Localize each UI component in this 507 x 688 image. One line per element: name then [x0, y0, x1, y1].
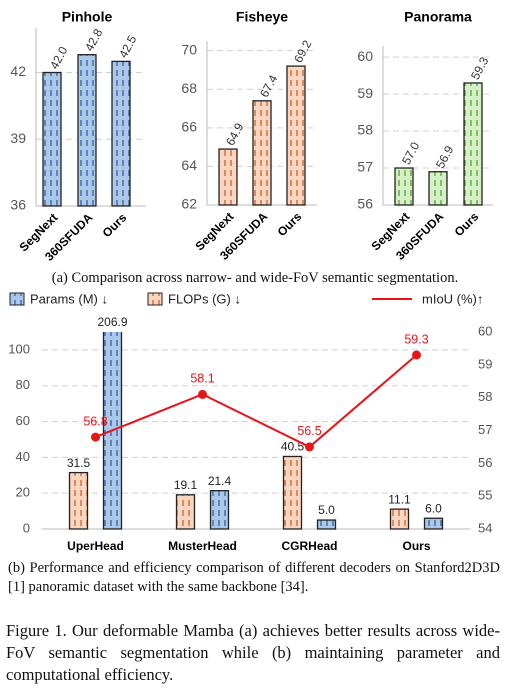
y-tick-label: 56 [357, 196, 373, 212]
value-label: 59.3 [404, 332, 428, 346]
y2-tick-label: 57 [478, 422, 492, 437]
value-label: 42.0 [47, 44, 70, 71]
value-label: 42.8 [82, 26, 105, 53]
bar [428, 171, 448, 206]
value-label: 64.9 [223, 120, 246, 147]
value-label: 5.0 [318, 503, 335, 517]
y-tick-label: 57 [357, 159, 373, 175]
chart-title: Panorama [404, 9, 472, 25]
y-tick-label: 40 [16, 449, 30, 464]
y-tick-label: 62 [181, 196, 197, 212]
bar [209, 490, 230, 530]
y2-tick-label: 56 [478, 455, 492, 470]
bar [463, 82, 483, 206]
x-tick-label: Ours [100, 210, 130, 240]
y2-tick-label: 54 [478, 520, 492, 535]
caption-a: (a) Comparison across narrow- and wide-F… [51, 270, 459, 286]
bar [394, 167, 414, 206]
line-point [305, 442, 314, 452]
value-label: 40.5 [281, 440, 305, 454]
bar [282, 455, 303, 530]
value-label: 11.1 [388, 492, 411, 506]
y-tick-label: 59 [357, 85, 373, 101]
value-label: 31.5 [67, 456, 91, 470]
value-label: 56.8 [83, 414, 107, 428]
x-tick-label: Ours [275, 209, 305, 239]
value-label: 56.5 [297, 424, 321, 438]
y2-tick-label: 55 [478, 488, 492, 503]
x-tick-label: UperHead [67, 539, 124, 553]
y-tick-label: 68 [181, 80, 197, 96]
value-label: 21.4 [208, 474, 232, 488]
y-tick-label: 39 [10, 130, 26, 146]
bar [316, 519, 337, 530]
y2-tick-label: 58 [478, 389, 492, 404]
caption-b: (b) Performance and efficiency compariso… [8, 560, 500, 595]
y-tick-label: 58 [357, 122, 373, 138]
y2-tick-label: 59 [478, 356, 492, 371]
x-tick-label: Ours [402, 539, 430, 553]
value-label: 58.1 [190, 372, 214, 386]
value-label: 69.2 [291, 37, 314, 64]
line-point [198, 389, 207, 399]
x-tick-label: Ours [452, 209, 482, 239]
bar [42, 71, 62, 207]
bar [286, 65, 306, 206]
figure-caption: Figure 1. Our deformable Mamba (a) achie… [6, 621, 500, 684]
value-label: 67.4 [257, 72, 280, 99]
line [95, 354, 418, 449]
value-label: 42.5 [116, 33, 139, 60]
bar [218, 148, 238, 206]
line-point [412, 350, 421, 360]
legend-label: mIoU (%)↑ [422, 291, 483, 306]
y-tick-label: 20 [16, 485, 30, 500]
value-label: 6.0 [425, 501, 442, 515]
bar [77, 54, 97, 207]
y2-tick-label: 60 [478, 323, 492, 338]
legend-label: FLOPs (G) ↓ [168, 291, 241, 306]
value-label: 19.1 [174, 478, 198, 492]
y-tick-label: 70 [181, 41, 197, 57]
y-tick-label: 64 [181, 157, 197, 173]
legend-swatch [147, 292, 163, 306]
y-tick-label: 60 [16, 413, 30, 428]
x-tick-label: CGRHead [281, 539, 337, 553]
bar [389, 508, 410, 530]
y-tick-label: 66 [181, 119, 197, 135]
bar [111, 60, 131, 207]
y-tick-label: 100 [8, 341, 30, 356]
value-label: 59.3 [468, 54, 491, 81]
value-label: 206.9 [97, 315, 127, 329]
bar [175, 494, 196, 530]
legend-label: Params (M) ↓ [30, 291, 108, 306]
y-tick-label: 60 [357, 48, 373, 64]
bar [252, 100, 272, 206]
y-tick-label: 0 [23, 520, 30, 535]
chart-title: Pinhole [62, 9, 113, 25]
y-tick-label: 42 [10, 63, 26, 79]
bar [423, 517, 444, 530]
y-tick-label: 36 [10, 197, 26, 213]
line-point [91, 432, 100, 442]
y-tick-label: 80 [16, 377, 30, 392]
chart-title: Fisheye [236, 9, 288, 25]
value-label: 56.9 [433, 143, 456, 170]
bar [68, 471, 89, 530]
x-tick-label: MusterHead [168, 539, 237, 553]
legend-swatch [9, 292, 25, 306]
value-label: 57.0 [399, 139, 422, 166]
